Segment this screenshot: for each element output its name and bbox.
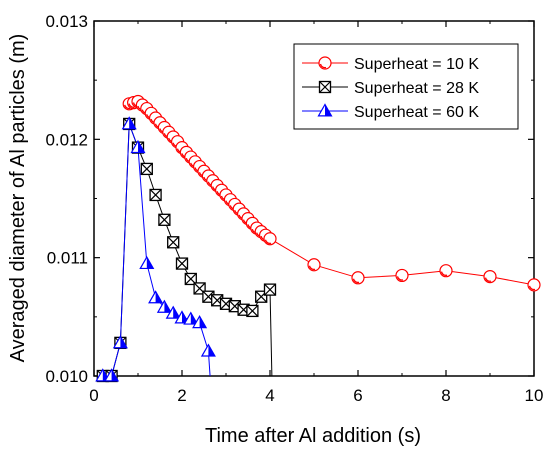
x-tick-label: 10 [525, 386, 544, 405]
y-tick-label: 0.010 [45, 367, 88, 386]
y-tick-label: 0.011 [47, 249, 88, 268]
data-point-series-2 [263, 283, 277, 296]
data-point-series-2 [175, 257, 189, 270]
data-point-series-1 [263, 232, 277, 246]
legend: Superheat = 10 K Superheat = 28 K Superhea… [293, 43, 519, 130]
y-tick-label: 0.012 [45, 130, 88, 149]
marker-layer [95, 94, 541, 383]
x-tick-label: 8 [441, 386, 450, 405]
data-point-series-1 [395, 268, 409, 283]
data-point-series-1 [527, 278, 541, 292]
data-point-series-3 [183, 311, 199, 325]
legend-marker-1 [318, 56, 332, 70]
data-point-series-3 [121, 116, 137, 130]
x-tick-label: 0 [89, 386, 98, 405]
x-tick-label: 4 [265, 386, 274, 405]
data-point-series-3 [192, 315, 208, 329]
legend-label-3: Superheat = 60 K [354, 104, 479, 121]
data-point-series-2 [167, 236, 180, 249]
x-axis-ticks: 0 2 4 6 8 10 [89, 21, 543, 405]
data-point-series-3 [130, 139, 146, 154]
legend-marker-3 [317, 103, 333, 117]
y-axis-ticks: 0.010 0.011 0.012 0.013 [45, 12, 534, 386]
data-point-series-3 [156, 299, 172, 313]
data-point-series-3 [104, 368, 120, 382]
y-axis-title: Averaged diameter of Al particles (m) [7, 34, 29, 363]
data-point-series-1 [439, 264, 453, 278]
data-point-series-3 [139, 255, 155, 270]
data-point-series-3 [148, 290, 164, 304]
data-point-series-1 [483, 270, 497, 284]
data-point-series-2 [140, 162, 153, 176]
data-point-series-1 [307, 258, 321, 272]
y-tick-label: 0.013 [45, 12, 88, 31]
data-point-series-2 [158, 213, 171, 226]
legend-items: Superheat = 10 K Superheat = 28 K Superhea… [302, 56, 479, 121]
data-point-series-2 [246, 304, 259, 318]
legend-label-1: Superheat = 10 K [354, 56, 479, 73]
x-tick-label: 2 [177, 386, 186, 405]
data-point-series-1 [351, 271, 365, 285]
data-point-series-3 [174, 310, 190, 324]
data-point-series-2 [149, 188, 162, 202]
data-point-series-3 [200, 343, 216, 357]
data-point-series-3 [112, 335, 128, 349]
legend-marker-2 [318, 80, 332, 94]
x-axis-title: Time after Al addition (s) [205, 425, 421, 447]
x-tick-label: 6 [353, 386, 362, 405]
legend-label-2: Superheat = 28 K [354, 80, 479, 97]
data-point-series-3 [165, 305, 181, 319]
